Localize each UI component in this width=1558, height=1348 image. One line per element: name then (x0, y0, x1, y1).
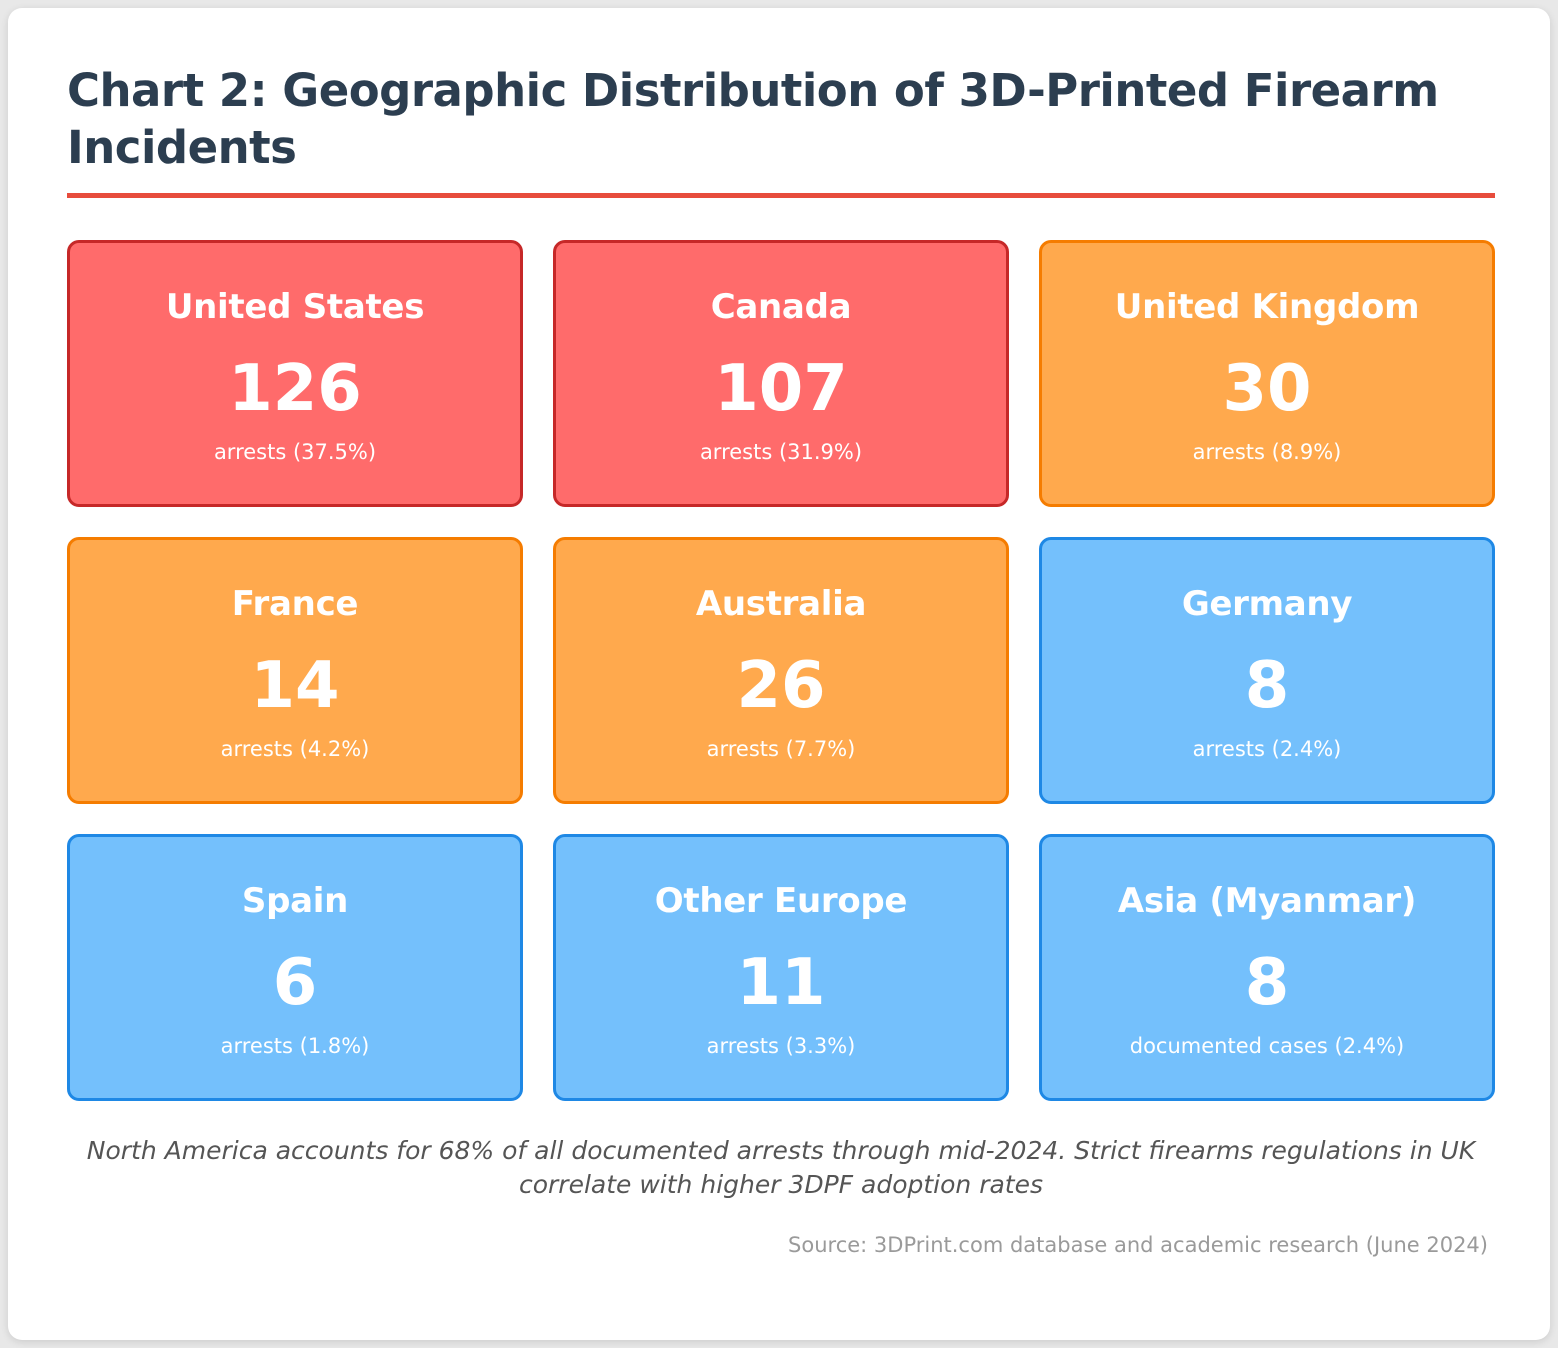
region-card: Canada 107 arrests (31.9%) (553, 240, 1009, 507)
region-name: Germany (1181, 584, 1353, 624)
region-name: Canada (710, 287, 852, 327)
region-name: Spain (241, 881, 349, 921)
region-card: Australia 26 arrests (7.7%) (553, 537, 1009, 804)
region-count: 6 (272, 946, 318, 1020)
region-name: United States (165, 287, 425, 327)
chart-panel: Chart 2: Geographic Distribution of 3D-P… (8, 8, 1550, 1340)
region-name: United Kingdom (1114, 287, 1420, 327)
region-count: 126 (228, 352, 362, 426)
region-detail: arrests (1.8%) (220, 1034, 370, 1058)
region-name: Australia (695, 584, 867, 624)
region-count: 30 (1222, 352, 1312, 426)
region-detail: arrests (7.7%) (706, 737, 856, 761)
region-name: Asia (Myanmar) (1117, 881, 1417, 921)
region-detail: arrests (31.9%) (699, 440, 863, 464)
region-card: Other Europe 11 arrests (3.3%) (553, 834, 1009, 1101)
region-count: 8 (1244, 649, 1290, 723)
chart-title: Chart 2: Geographic Distribution of 3D-P… (67, 64, 1439, 174)
region-card: United States 126 arrests (37.5%) (67, 240, 523, 507)
region-name: Other Europe (654, 881, 908, 921)
region-count: 8 (1244, 946, 1290, 1020)
region-detail: arrests (2.4%) (1192, 737, 1342, 761)
region-count: 11 (736, 946, 826, 1020)
region-card: United Kingdom 30 arrests (8.9%) (1039, 240, 1495, 507)
region-card: Asia (Myanmar) 8 documented cases (2.4%) (1039, 834, 1495, 1101)
region-card: Spain 6 arrests (1.8%) (67, 834, 523, 1101)
region-detail: arrests (37.5%) (213, 440, 377, 464)
source-citation: Source: 3DPrint.com database and academi… (788, 1233, 1488, 1257)
region-card: Germany 8 arrests (2.4%) (1039, 537, 1495, 804)
region-card: France 14 arrests (4.2%) (67, 537, 523, 804)
region-detail: arrests (3.3%) (706, 1034, 856, 1058)
region-detail: arrests (4.2%) (220, 737, 370, 761)
title-divider (67, 193, 1495, 198)
region-detail: arrests (8.9%) (1192, 440, 1342, 464)
region-name: France (231, 584, 359, 624)
chart-note: North America accounts for 68% of all do… (86, 1136, 1476, 1199)
region-count: 14 (250, 649, 340, 723)
region-detail: documented cases (2.4%) (1129, 1034, 1405, 1058)
region-count: 107 (714, 352, 848, 426)
region-count: 26 (736, 649, 826, 723)
